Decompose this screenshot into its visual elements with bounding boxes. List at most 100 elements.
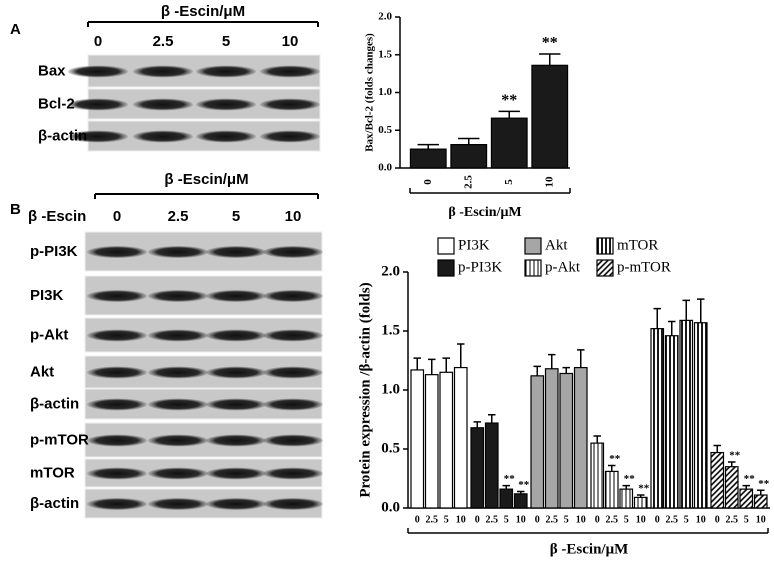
blot-band	[148, 246, 208, 258]
x-tick-label: 2.5	[726, 514, 739, 525]
x-tick-label: 2.5	[486, 514, 499, 525]
legend-label: mTOR	[617, 237, 658, 253]
y-tick-label: 1.0	[381, 381, 400, 397]
error-bar	[593, 435, 601, 444]
x-tick-label: 0	[415, 514, 420, 525]
blot-band	[206, 290, 266, 302]
blot-header: β -Escin/μM	[161, 3, 245, 20]
legend-swatch	[524, 259, 542, 277]
bar	[410, 369, 425, 509]
bar	[499, 488, 514, 509]
blot-band	[206, 467, 266, 480]
significance: **	[504, 473, 516, 485]
blot-band	[87, 246, 147, 258]
y-tick-label: 1.5	[381, 322, 400, 338]
y-tick-label: 2.0	[378, 11, 392, 23]
error-bar	[417, 143, 439, 150]
bar	[530, 375, 545, 509]
row-label: p-mTOR	[30, 431, 89, 448]
bar	[490, 117, 528, 169]
row-label: mTOR	[30, 464, 75, 481]
blot-band	[133, 65, 193, 78]
lane-title: β -Escin	[28, 208, 86, 225]
significance: **	[744, 473, 756, 485]
bar	[710, 451, 725, 509]
row-label: Akt	[30, 363, 54, 380]
legend-swatch	[596, 259, 614, 277]
error-bar	[577, 349, 585, 368]
error-bar	[488, 414, 496, 424]
x-tick-label: 0	[475, 514, 480, 525]
bar	[470, 427, 485, 509]
blot-band	[87, 434, 147, 447]
bar	[453, 366, 468, 509]
x-tick-label: 10	[756, 514, 766, 525]
bar	[544, 368, 559, 509]
blot-band	[196, 130, 256, 143]
x-tick-label: 2.5	[426, 514, 439, 525]
blot-band	[263, 329, 323, 342]
legend-label: p-mTOR	[617, 259, 671, 275]
error-bar	[517, 490, 525, 494]
row-label: p-PI3K	[30, 243, 78, 260]
x-tick-label: 10	[516, 514, 526, 525]
blot-band	[87, 498, 147, 510]
error-bar	[757, 489, 765, 496]
x-tick-label: 5	[504, 514, 509, 525]
bar	[590, 442, 605, 509]
lane-label: 2.5	[153, 33, 174, 50]
blot-band	[263, 398, 323, 411]
bar	[450, 143, 488, 169]
error-bar	[473, 421, 481, 428]
error-bar	[428, 358, 436, 375]
blot-band	[263, 434, 323, 447]
blot-band	[148, 398, 208, 411]
row-label: β-actin	[30, 495, 79, 512]
legend-label: PI3K	[458, 237, 490, 253]
x-tick-label: 5	[684, 514, 689, 525]
x-tick-label: 5	[624, 514, 629, 525]
bar	[633, 496, 648, 509]
blot-band	[68, 130, 128, 143]
bar	[484, 422, 499, 509]
blot-panels: Aβ -Escin/μM 0 2.5 5 10 Bax Bcl-2 β-actin Bβ -Es…	[10, 3, 323, 519]
error-bar	[548, 353, 556, 369]
x-tick-label: 10	[636, 514, 646, 525]
blot-band	[148, 329, 208, 342]
error-bar	[653, 307, 661, 329]
x-tick-label: 2.5	[606, 514, 619, 525]
x-tick-label: 10	[696, 514, 706, 525]
legend-swatch	[524, 237, 542, 255]
blot-band	[68, 65, 128, 78]
error-bar	[713, 444, 721, 453]
bar	[513, 493, 528, 509]
error-bar	[742, 484, 750, 490]
x-tick-label: 0	[595, 514, 600, 525]
y-axis-label: Protein expression /β-actin (folds)	[357, 282, 373, 497]
y-tick-label: 0.5	[381, 440, 400, 456]
lane-label: 5	[232, 208, 240, 225]
row-label: p-Akt	[30, 326, 68, 343]
blot-band	[87, 467, 147, 480]
error-bar	[682, 299, 690, 321]
error-bar	[502, 484, 510, 490]
legend-swatch	[437, 237, 455, 255]
blot-band	[263, 467, 323, 480]
blot-band	[260, 130, 320, 143]
blot-band	[206, 366, 266, 379]
y-tick-label: 0.0	[378, 162, 392, 174]
blot-band	[87, 366, 147, 379]
blot-band	[68, 98, 128, 111]
blot-header: β -Escin/μM	[164, 171, 248, 188]
blot-band	[263, 498, 323, 510]
y-tick-label: 0.0	[381, 499, 400, 515]
y-tick-label: 0.5	[378, 124, 392, 136]
row-label: β-actin	[38, 127, 87, 144]
bar	[619, 488, 634, 509]
legend-label: p-Akt	[545, 259, 581, 275]
bar	[409, 148, 447, 169]
blot-band	[206, 398, 266, 411]
error-bar	[539, 53, 561, 66]
bar	[604, 470, 619, 509]
blot-band	[206, 498, 266, 510]
